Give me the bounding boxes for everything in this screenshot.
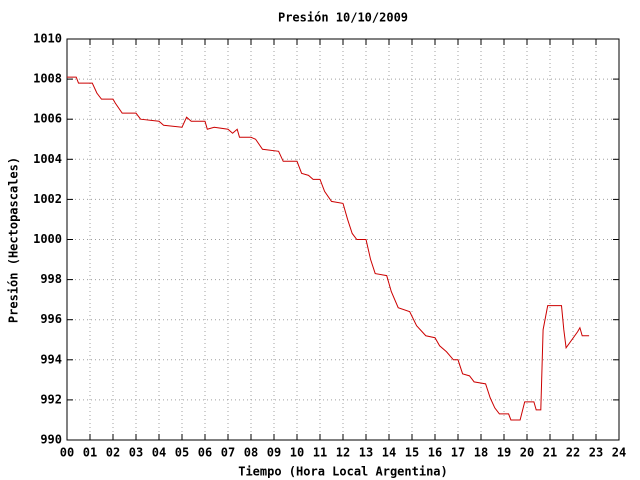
y-tick-label: 1008 [33,72,62,86]
y-axis-label: Presión (Hectopascales) [7,157,21,323]
x-tick-label: 01 [83,446,97,460]
y-tick-label: 994 [40,352,62,366]
x-tick-label: 15 [405,446,419,460]
y-tick-label: 990 [40,433,62,447]
x-tick-label: 03 [129,446,143,460]
y-tick-label: 992 [40,392,62,406]
x-axis-label: Tiempo (Hora Local Argentina) [238,465,448,479]
x-tick-label: 08 [244,446,258,460]
x-tick-label: 10 [290,446,304,460]
x-tick-label: 12 [336,446,350,460]
y-tick-label: 1010 [33,32,62,46]
y-tick-label: 1002 [33,192,62,206]
x-tick-label: 09 [267,446,281,460]
y-tick-label: 1006 [33,112,62,126]
x-tick-label: 22 [566,446,580,460]
x-tick-label: 07 [221,446,235,460]
x-tick-label: 20 [520,446,534,460]
y-tick-label: 998 [40,272,62,286]
x-tick-label: 17 [451,446,465,460]
plot-frame [66,38,620,441]
y-tick-label: 1000 [33,232,62,246]
y-tick-label: 996 [40,312,62,326]
data-line [67,76,590,421]
x-tick-label: 06 [198,446,212,460]
x-tick-label: 24 [612,446,626,460]
x-tick-label: 11 [313,446,327,460]
x-tick-label: 14 [382,446,396,460]
x-tick-label: 02 [106,446,120,460]
x-tick-label: 16 [428,446,442,460]
x-tick-label: 00 [60,446,74,460]
x-tick-label: 19 [497,446,511,460]
x-tick-label: 23 [589,446,603,460]
x-tick-label: 04 [152,446,166,460]
x-tick-label: 13 [359,446,373,460]
chart-title: Presión 10/10/2009 [278,11,408,25]
y-tick-label: 1004 [33,152,62,166]
x-tick-label: 05 [175,446,189,460]
x-tick-label: 18 [474,446,488,460]
x-tick-label: 21 [543,446,557,460]
